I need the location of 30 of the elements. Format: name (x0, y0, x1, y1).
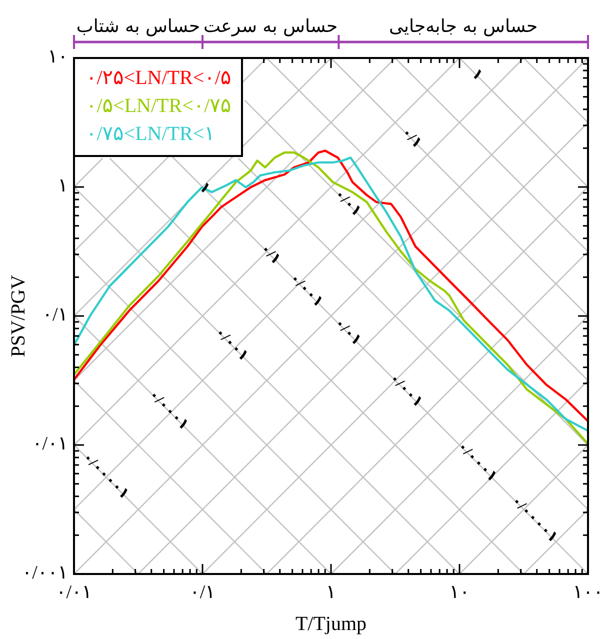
x-tick-label: ۱۰۰ (572, 582, 604, 603)
annotation: ۰/۱ (398, 124, 426, 152)
annotation: ۰/۰۰۰۱ (145, 386, 192, 434)
text: ۰/۲۵<LN/TR<۰/۵ (86, 67, 232, 89)
annotation: ۰/۰۰۱ (286, 270, 326, 310)
y-tick-label: ۰/۰۰۱ (22, 562, 68, 584)
text: حساس به سرعت (204, 16, 338, 37)
annotation: ۰/۰۰۰۰۱ (508, 492, 561, 546)
annotation: ۰/۰۰۱ (386, 370, 426, 411)
y-tick-label: ۱۰ (48, 46, 68, 68)
annotation: ۰/۰۱ (330, 315, 365, 349)
x-tick-label: ۰/۱ (190, 582, 216, 603)
y-axis-title: PSV/PGV (8, 274, 30, 358)
annotation: ۰/۰۱ (330, 186, 365, 220)
x-axis-title: T/Tjump (295, 613, 367, 635)
text: ۰/۷۵<LN/TR<۱ (86, 123, 215, 145)
annotation: ۰/۱ (256, 240, 284, 268)
y-tick-label: ۰/۱ (42, 304, 68, 326)
text: حساس به جابه‌جایی (389, 16, 538, 37)
x-tick-label: ۱۰ (449, 582, 470, 603)
text: ۰/۵<LN/TR<۰/۷۵ (86, 95, 232, 117)
y-tick-label: ۱ (58, 175, 68, 196)
annotation: ۰/۰۰۰۰۱ (79, 449, 132, 503)
text: حساس به شتاب (76, 16, 200, 37)
annotation: ۰/۰۰۰۱ (454, 438, 500, 486)
y-tick-label: ۰/۰۱ (32, 433, 68, 454)
x-tick-label: ۱ (326, 582, 336, 603)
annotation: ۰/۰۰۱ (211, 324, 252, 364)
annotation: ۱ (196, 179, 214, 198)
annotation: ۱ (468, 66, 486, 84)
